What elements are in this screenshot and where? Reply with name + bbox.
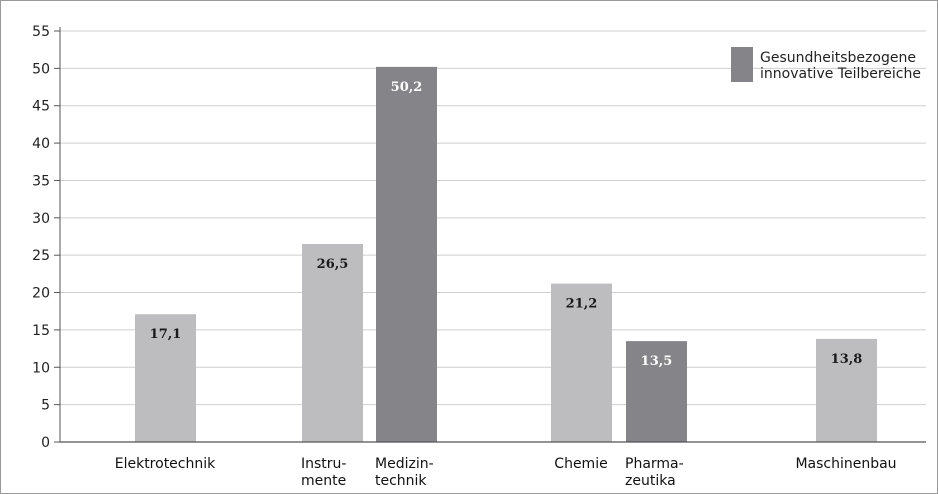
y-tick-label: 30 xyxy=(32,211,50,227)
y-tick-label: 45 xyxy=(32,99,50,115)
bar-value-label: 21,2 xyxy=(566,297,598,312)
bar xyxy=(551,283,612,442)
bar-value-label: 50,2 xyxy=(391,80,423,95)
category-label: mente xyxy=(301,473,346,489)
bar xyxy=(626,341,687,442)
category-label: Medizin- xyxy=(375,456,434,472)
y-tick-label: 10 xyxy=(32,360,50,376)
category-label: technik xyxy=(375,473,427,489)
category-label: Pharma- xyxy=(625,456,684,472)
y-tick-label: 40 xyxy=(32,136,50,152)
y-tick-label: 15 xyxy=(32,323,50,339)
category-label: Elektrotechnik xyxy=(115,456,216,472)
legend-swatch xyxy=(731,47,753,82)
bar-value-label: 13,8 xyxy=(831,352,863,367)
y-tick-label: 55 xyxy=(32,24,50,40)
y-tick-label: 20 xyxy=(32,286,50,302)
bar xyxy=(135,314,196,442)
y-tick-label: 35 xyxy=(32,173,50,189)
y-tick-label: 25 xyxy=(32,248,50,264)
bar xyxy=(302,243,363,442)
category-label: zeutika xyxy=(625,473,676,489)
y-tick-label: 50 xyxy=(32,61,50,77)
bar xyxy=(376,66,437,443)
category-label: Chemie xyxy=(554,456,607,472)
legend-label: innovative Teilbereiche xyxy=(760,66,921,82)
bar xyxy=(816,338,877,442)
y-tick-label: 0 xyxy=(41,435,50,451)
category-label: Instru- xyxy=(301,456,346,472)
y-tick-label: 5 xyxy=(41,398,50,414)
category-label: Maschinenbau xyxy=(795,456,896,472)
bar-value-label: 17,1 xyxy=(150,327,182,342)
legend-label: Gesundheitsbezogene xyxy=(760,50,916,66)
bar-value-label: 13,5 xyxy=(641,354,673,369)
bar-value-label: 26,5 xyxy=(317,257,349,272)
